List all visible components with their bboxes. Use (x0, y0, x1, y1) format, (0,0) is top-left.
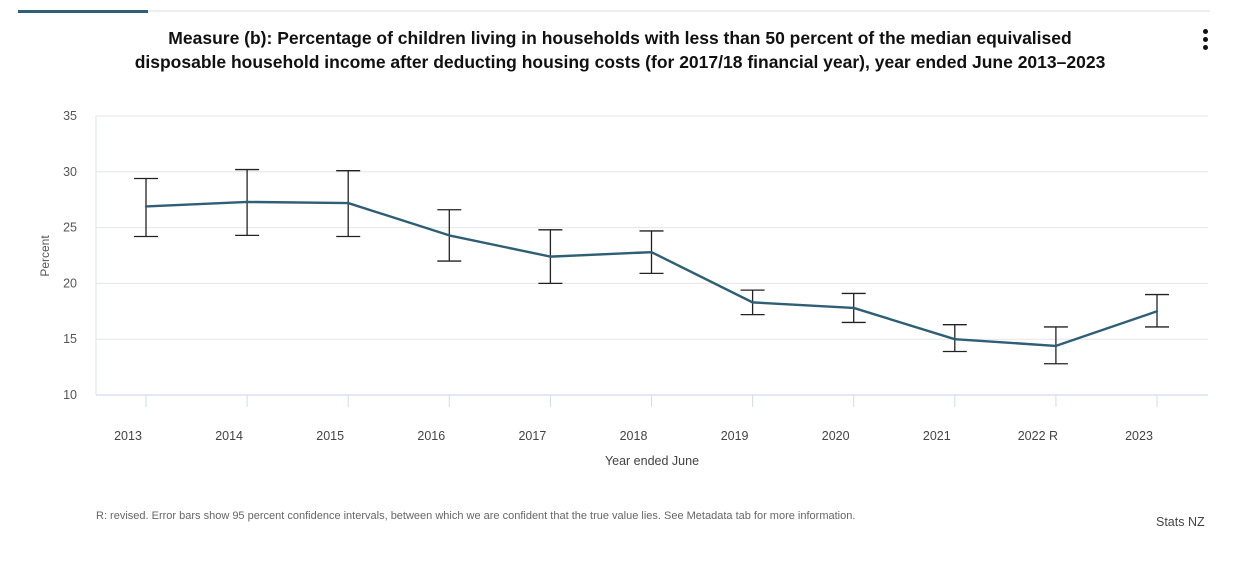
data-point (144, 205, 148, 208)
x-tick-label: 2022 R (1018, 429, 1058, 443)
data-point (953, 338, 956, 341)
y-tick-label: 30 (63, 165, 77, 179)
y-tick-label: 35 (63, 109, 77, 123)
data-point (852, 306, 855, 310)
y-tick-labels: 10 15 20 25 30 35 (63, 109, 77, 402)
x-tick-label: 2013 (114, 429, 142, 443)
y-axis-label: Percent (38, 235, 52, 277)
x-tick-label: 2021 (923, 429, 951, 443)
x-tick-label: 2016 (417, 429, 445, 443)
data-point (347, 201, 350, 205)
chart-title-line-2: disposable household income after deduct… (134, 52, 1106, 72)
series-lines (144, 200, 1159, 348)
y-tick-label: 25 (63, 221, 77, 235)
y-tick-label: 15 (63, 332, 77, 346)
source-credit: Stats NZ (1156, 515, 1205, 529)
data-point (245, 200, 249, 204)
data-point (549, 255, 552, 258)
tab-underline (18, 10, 1210, 12)
x-tick-label: 2023 (1125, 429, 1153, 443)
chart-title-line-1: Measure (b): Percentage of children livi… (168, 28, 1072, 48)
x-tick-labels: 2013 2014 2015 2016 2017 2018 2019 2020 2021 2022… (114, 429, 1153, 443)
y-tick-label: 10 (63, 388, 77, 402)
data-point (448, 234, 451, 237)
x-tick-label: 2020 (822, 429, 850, 443)
data-point (751, 301, 754, 304)
data-point (1054, 344, 1058, 348)
x-tick-label: 2019 (721, 429, 749, 443)
chart-footnote: R: revised. Error bars show 95 percent c… (96, 510, 856, 522)
active-tab-indicator[interactable] (18, 10, 148, 13)
x-tick-label: 2018 (620, 429, 648, 443)
y-tick-label: 20 (63, 276, 77, 290)
x-axis-label: Year ended June (605, 454, 699, 468)
kebab-menu-icon[interactable] (1198, 29, 1212, 55)
chart-title: Measure (b): Percentage of children livi… (40, 26, 1200, 74)
x-tick-label: 2014 (215, 429, 243, 443)
error-bars (134, 168, 1169, 365)
gridlines (96, 115, 1208, 340)
axes (95, 116, 1208, 407)
x-tick-label: 2017 (518, 429, 546, 443)
data-point (650, 250, 653, 254)
x-tick-label: 2015 (316, 429, 344, 443)
data-point (1155, 310, 1159, 313)
